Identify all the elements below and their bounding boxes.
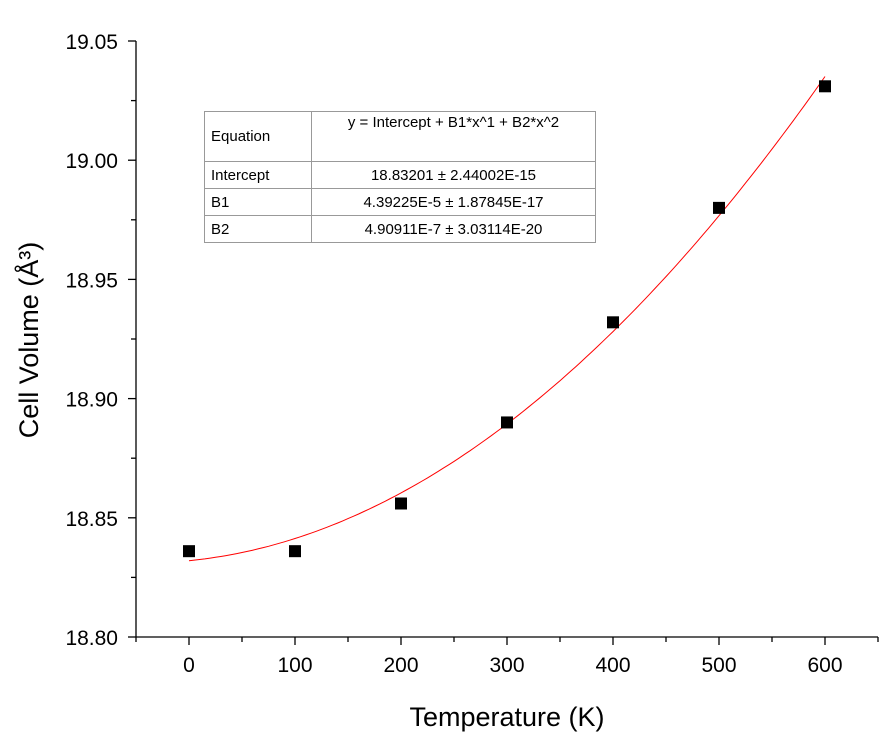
table-row: B2 4.90911E-7 ± 3.03114E-20 (204, 215, 596, 243)
x-tick-label: 600 (807, 654, 842, 677)
fit-results-table: Equation y = Intercept + B1*x^1 + B2*x^2 … (204, 111, 596, 243)
y-tick-label: 18.95 (65, 269, 118, 292)
row-value: 4.39225E-5 ± 1.87845E-17 (311, 188, 596, 216)
x-tick-label: 200 (383, 654, 418, 677)
table-row: Intercept 18.83201 ± 2.44002E-15 (204, 161, 596, 189)
y-tick-label: 19.05 (65, 31, 118, 54)
y-tick-label: 18.90 (65, 389, 118, 412)
data-point (501, 416, 513, 429)
data-point (183, 545, 195, 558)
data-points (183, 80, 831, 558)
row-value: y = Intercept + B1*x^1 + B2*x^2 (311, 111, 596, 162)
row-label: B2 (204, 215, 312, 243)
data-point (395, 497, 407, 510)
x-tick-label: 400 (595, 654, 630, 677)
data-point (713, 201, 725, 214)
row-label: B1 (204, 188, 312, 216)
x-tick-label: 100 (277, 654, 312, 677)
x-tick-label: 500 (701, 654, 736, 677)
row-value: 18.83201 ± 2.44002E-15 (311, 161, 596, 189)
axes: 0 100 200 300 400 500 600 18.80 18.85 18.90 18.95 1… (65, 31, 879, 677)
table-row: B1 4.39225E-5 ± 1.87845E-17 (204, 188, 596, 216)
row-value: 4.90911E-7 ± 3.03114E-20 (311, 215, 596, 243)
y-tick-label: 19.00 (65, 150, 118, 173)
data-point (819, 80, 831, 93)
row-label: Intercept (204, 161, 312, 189)
x-tick-label: 300 (489, 654, 524, 677)
data-point (289, 545, 301, 558)
y-tick-label: 18.80 (65, 627, 118, 650)
row-label: Equation (204, 111, 312, 162)
y-axis-label: Cell Volume (Å³) (13, 242, 44, 439)
data-point (607, 316, 619, 329)
y-tick-label: 18.85 (65, 508, 118, 531)
x-axis-label: Temperature (K) (409, 702, 604, 732)
x-tick-label: 0 (183, 654, 195, 677)
table-row: Equation y = Intercept + B1*x^1 + B2*x^2 (204, 111, 596, 162)
